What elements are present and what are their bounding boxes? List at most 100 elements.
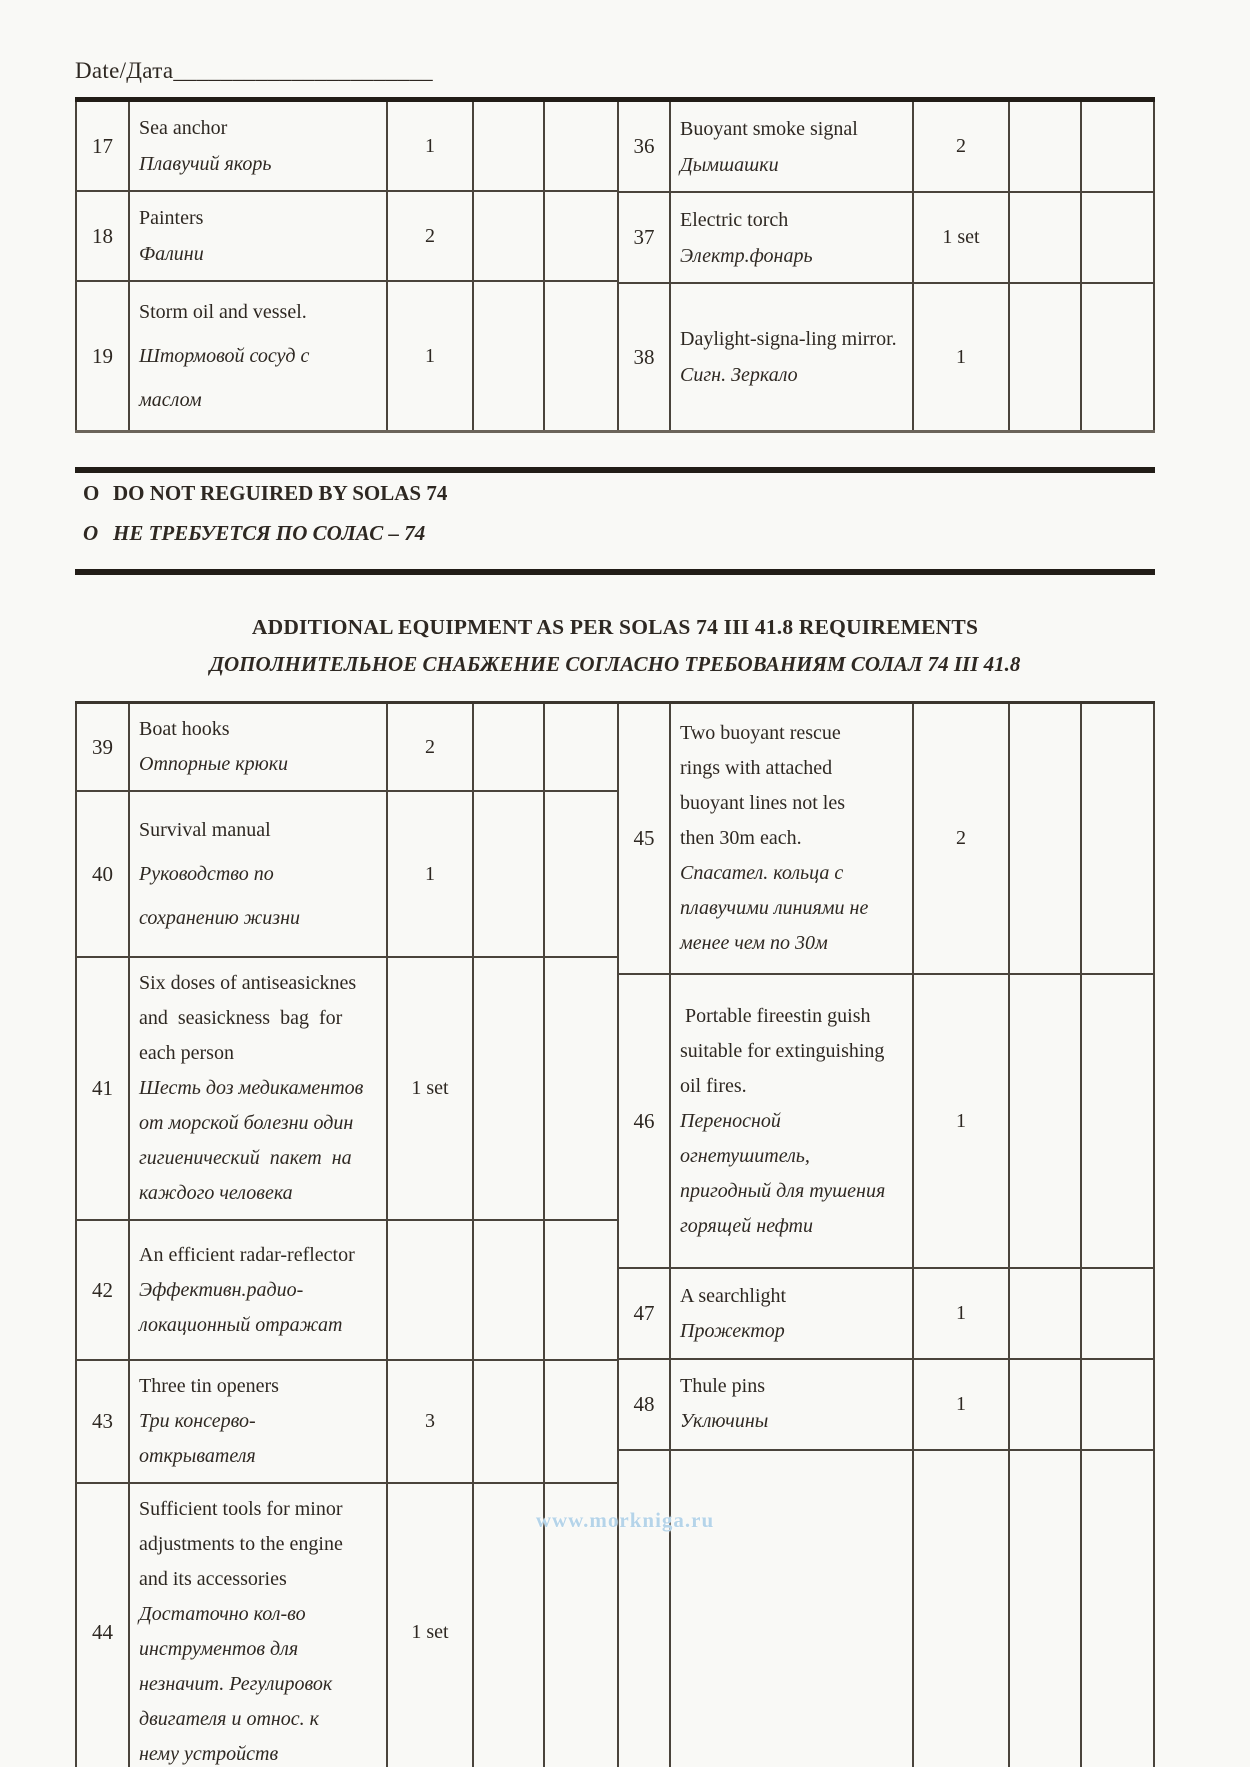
empty-cell [543, 1482, 617, 1767]
table-left-half: 17 Sea anchor Плавучий якорь 1 18 Painte… [75, 102, 617, 430]
item-desc-en: Portable fireestin guish suitable for ex… [680, 1004, 885, 1097]
table-row: 38 Daylight-signa-ling mirror. Сигн. Зер… [617, 282, 1155, 430]
item-description: Two buoyant rescue rings with attached b… [669, 704, 914, 976]
item-qty: 2 [912, 704, 1010, 976]
item-description: Electric torch Электр.фонарь [669, 191, 914, 285]
item-number: 41 [75, 956, 130, 1221]
item-desc-en: Boat hooks [139, 718, 230, 740]
table-row: 48 Thule pins Уключины 1 [617, 1358, 1155, 1451]
item-qty: 2 [386, 704, 474, 792]
empty-cell [472, 102, 545, 192]
item-qty: 2 [912, 102, 1010, 194]
item-description: Buoyant smoke signal Дымшашки [669, 102, 914, 194]
item-desc-en: An efficient radar-reflector [139, 1243, 355, 1266]
item-desc-ru: Сигн. Зеркало [680, 364, 798, 387]
empty-cell [472, 1482, 545, 1767]
item-desc-en: Daylight-signa-ling mirror. [680, 328, 897, 351]
divider-rule [75, 467, 1155, 473]
item-desc-en: Thule pins [680, 1375, 765, 1398]
empty-cell [1080, 102, 1155, 194]
item-desc-ru: Три консерво- открывателя [139, 1410, 256, 1467]
item-description: Portable fireestin guish suitable for ex… [669, 973, 914, 1270]
empty-cell [543, 102, 617, 192]
item-desc-en: Survival manual [139, 819, 271, 841]
table-row: 19 Storm oil and vessel. Штормовой сосуд… [75, 280, 617, 430]
table-row: 41 Six doses of antiseasicknes and seasi… [75, 956, 617, 1221]
empty-cell [543, 704, 617, 792]
item-desc-ru: Электр.фонарь [680, 244, 813, 267]
date-field: Date/Дата______________________ [75, 58, 433, 83]
empty-cell [912, 1448, 1010, 1767]
item-desc-ru: Достаточно кол-во инструментов для незна… [139, 1603, 333, 1765]
item-desc-en: Electric torch [680, 208, 789, 231]
equipment-table-additional: 39 Boat hooks Отпорные крюки 2 40 Surviv… [75, 701, 1155, 1767]
item-desc-en: Three tin openers [139, 1375, 279, 1397]
empty-cell [472, 704, 545, 792]
item-number: 42 [75, 1219, 130, 1361]
table-left-half: 39 Boat hooks Отпорные крюки 2 40 Surviv… [75, 704, 617, 1767]
item-qty: 1 set [386, 1482, 474, 1767]
item-desc-en: A searchlight [680, 1284, 787, 1307]
note-line-ru: О НЕ ТРЕБУЕТСЯ ПО СОЛАС – 74 [83, 513, 1155, 553]
table-row: 17 Sea anchor Плавучий якорь 1 [75, 102, 617, 192]
divider-rule [75, 569, 1155, 575]
item-description: Survival manual Руководство по сохранени… [128, 790, 388, 958]
empty-cell [543, 1359, 617, 1484]
empty-cell [472, 790, 545, 958]
note-bullet: O [83, 481, 100, 505]
item-description: Storm oil and vessel. Штормовой сосуд с … [128, 280, 388, 430]
empty-cell [669, 1448, 914, 1767]
item-number: 44 [75, 1482, 130, 1767]
item-qty: 1 [386, 102, 474, 192]
item-description: Sufficient tools for minor adjustments t… [128, 1482, 388, 1767]
item-desc-ru: Дымшашки [680, 153, 779, 176]
note-line-en: O DO NOT REGUIRED BY SOLAS 74 [83, 473, 1155, 513]
item-desc-en: Two buoyant rescue rings with attached b… [680, 722, 845, 850]
item-qty: 1 set [386, 956, 474, 1221]
empty-cell [1080, 704, 1155, 976]
empty-cell [1008, 704, 1082, 976]
empty-cell [543, 790, 617, 958]
item-description: Thule pins Уключины [669, 1358, 914, 1451]
empty-cell [472, 190, 545, 282]
empty-cell [1008, 1358, 1082, 1451]
section-title-ru: ДОПОЛНИТЕЛЬНОЕ СНАБЖЕНИЕ СОГЛАСНО ТРЕБОВ… [209, 652, 1021, 676]
item-description: A searchlight Прожектор [669, 1267, 914, 1361]
table-right-half: 45 Two buoyant rescue rings with attache… [617, 704, 1155, 1767]
empty-cell [1008, 1267, 1082, 1361]
item-number: 39 [75, 704, 130, 792]
empty-cell [1008, 973, 1082, 1270]
empty-cell [1008, 191, 1082, 285]
item-desc-ru: Штормовой сосуд с маслом [139, 345, 310, 411]
item-qty [386, 1219, 474, 1361]
empty-cell [1080, 191, 1155, 285]
equipment-table-upper: 17 Sea anchor Плавучий якорь 1 18 Painte… [75, 97, 1155, 433]
item-description: Sea anchor Плавучий якорь [128, 102, 388, 192]
item-desc-ru: Руководство по сохранению жизни [139, 863, 301, 929]
item-qty: 1 [386, 280, 474, 430]
empty-cell [1080, 282, 1155, 430]
item-number: 18 [75, 190, 130, 282]
table-row: 40 Survival manual Руководство по сохран… [75, 790, 617, 958]
empty-cell [1008, 102, 1082, 194]
item-desc-ru: Эффективн.радио- локационный отражат [139, 1278, 343, 1336]
note-text: DO NOT REGUIRED BY SOLAS 74 [113, 481, 448, 505]
item-number: 36 [617, 102, 671, 194]
item-qty: 1 [912, 1267, 1010, 1361]
item-number: 40 [75, 790, 130, 958]
item-number: 48 [617, 1358, 671, 1451]
item-qty: 1 [386, 790, 474, 958]
item-description: Boat hooks Отпорные крюки [128, 704, 388, 792]
empty-cell [543, 956, 617, 1221]
item-description: Painters Фалини [128, 190, 388, 282]
table-row: 18 Painters Фалини 2 [75, 190, 617, 282]
item-number: 43 [75, 1359, 130, 1484]
empty-cell [1008, 1448, 1082, 1767]
item-qty: 3 [386, 1359, 474, 1484]
table-right-half: 36 Buoyant smoke signal Дымшашки 2 37 El… [617, 102, 1155, 430]
item-desc-en: Six doses of antiseasicknes and seasickn… [139, 972, 357, 1064]
item-desc-en: Storm oil and vessel. [139, 301, 307, 323]
item-description: Three tin openers Три консерво- открыват… [128, 1359, 388, 1484]
item-qty: 1 [912, 282, 1010, 430]
item-desc-ru: Отпорные крюки [139, 753, 289, 775]
